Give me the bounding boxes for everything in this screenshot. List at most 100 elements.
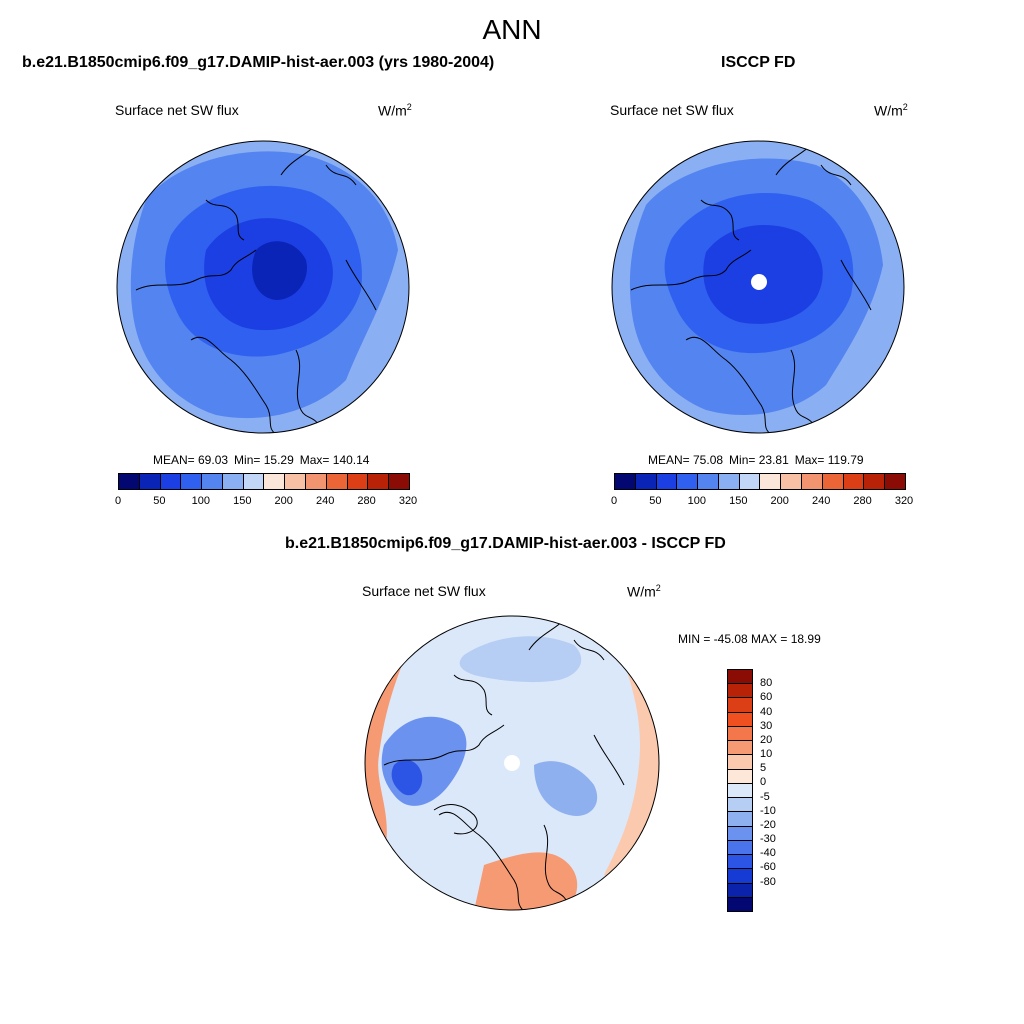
colorbar-swatch xyxy=(728,698,752,713)
panel3-contour-negative-top xyxy=(459,636,582,683)
panel3-title: b.e21.B1850cmip6.f09_g17.DAMIP-hist-aer.… xyxy=(285,535,726,552)
colorbar-tick-label: -60 xyxy=(760,861,776,874)
colorbar-swatch xyxy=(802,474,823,489)
colorbar-swatch xyxy=(781,474,803,489)
panel3-contour-negative-core xyxy=(391,759,423,796)
colorbar-swatch xyxy=(728,869,752,884)
colorbar-tick-label: 80 xyxy=(760,677,773,690)
colorbar-swatch xyxy=(718,474,740,489)
colorbar-tick-label: 100 xyxy=(191,495,211,507)
panel2-map-boundary xyxy=(611,140,905,434)
colorbar-tick-label: 5 xyxy=(760,762,767,775)
panel2-units: W/m2 xyxy=(874,102,908,119)
colorbar-swatch xyxy=(202,474,223,489)
colorbar-tick-label: 240 xyxy=(811,495,831,507)
panel3-variable-label: Surface net SW flux xyxy=(362,583,486,599)
colorbar-tick-label: 280 xyxy=(853,495,872,507)
colorbar-tick-label: 50 xyxy=(153,495,166,507)
colorbar-tick-label: -80 xyxy=(760,875,776,888)
colorbar-swatch xyxy=(119,474,140,489)
colorbar-swatch xyxy=(728,883,752,898)
panel3-missing-pole xyxy=(504,755,520,771)
colorbar-tick-label: 100 xyxy=(687,495,707,507)
colorbar-swatch xyxy=(285,474,307,489)
colorbar-tick-label: 30 xyxy=(760,719,773,732)
colorbar-swatch xyxy=(728,783,752,799)
colorbar-swatch xyxy=(698,474,719,489)
colorbar-tick-label: -10 xyxy=(760,804,776,817)
panel1-variable-label: Surface net SW flux xyxy=(115,102,239,118)
colorbar-tick-label: 60 xyxy=(760,691,773,704)
colorbar-swatch xyxy=(222,474,244,489)
panel2-polar-map xyxy=(611,140,905,434)
colorbar-tick-label: 320 xyxy=(398,495,418,507)
panel1-map-boundary xyxy=(116,140,410,434)
colorbar-tick-label: 150 xyxy=(729,495,748,507)
colorbar-tick-label: 50 xyxy=(649,495,662,507)
colorbar-swatch xyxy=(728,741,752,756)
colorbar-tick-label: -5 xyxy=(760,790,770,803)
panel3-colorbar xyxy=(727,669,753,912)
colorbar-swatch xyxy=(822,474,844,489)
panel3-units: W/m2 xyxy=(627,583,661,600)
colorbar-tick-label: 0 xyxy=(760,776,767,789)
colorbar-swatch xyxy=(615,474,636,489)
panel3-contour-negative-right xyxy=(534,761,598,816)
colorbar-swatch xyxy=(728,712,752,727)
colorbar-swatch xyxy=(656,474,678,489)
colorbar-tick-label: 320 xyxy=(894,495,914,507)
colorbar-swatch xyxy=(181,474,203,489)
colorbar-swatch xyxy=(389,474,409,489)
figure-title: ANN xyxy=(482,14,542,45)
colorbar-tick-label: 20 xyxy=(760,733,773,746)
panel2-colorbar xyxy=(614,473,906,490)
colorbar-swatch xyxy=(306,474,327,489)
colorbar-swatch xyxy=(139,474,161,489)
colorbar-swatch xyxy=(368,474,390,489)
colorbar-swatch xyxy=(728,812,752,827)
panel2-contour-core xyxy=(703,224,823,324)
colorbar-tick-label: 0 xyxy=(610,495,618,507)
panel2-missing-pole xyxy=(751,274,767,290)
panel3-map-boundary xyxy=(364,615,660,911)
colorbar-tick-label: 10 xyxy=(760,748,773,761)
panel1-colorbar xyxy=(118,473,410,490)
colorbar-swatch xyxy=(728,769,752,784)
panel1-contour-pole xyxy=(252,241,307,300)
colorbar-swatch xyxy=(885,474,905,489)
colorbar-swatch xyxy=(864,474,886,489)
colorbar-swatch xyxy=(728,840,752,856)
colorbar-tick-label: -40 xyxy=(760,847,776,860)
colorbar-tick-label: 280 xyxy=(357,495,376,507)
panel2-title: ISCCP FD xyxy=(721,54,796,71)
panel3-contour-positive-bottom xyxy=(474,852,578,910)
colorbar-swatch xyxy=(728,726,752,742)
colorbar-swatch xyxy=(728,798,752,813)
colorbar-tick-label: -30 xyxy=(760,833,776,846)
colorbar-swatch xyxy=(728,855,752,870)
colorbar-swatch xyxy=(160,474,182,489)
colorbar-tick-label: -20 xyxy=(760,818,776,831)
colorbar-swatch xyxy=(326,474,348,489)
colorbar-tick-label: 200 xyxy=(770,495,789,507)
colorbar-swatch xyxy=(243,474,265,489)
colorbar-swatch xyxy=(760,474,782,489)
panel1-stats: MEAN= 69.03 Min= 15.29 Max= 140.14 xyxy=(153,453,370,467)
colorbar-swatch xyxy=(264,474,286,489)
panel1-polar-map xyxy=(116,140,410,434)
panel3-stats: MIN = -45.08 MAX = 18.99 xyxy=(678,632,821,646)
colorbar-swatch xyxy=(728,670,752,685)
colorbar-swatch xyxy=(739,474,761,489)
panel2-variable-label: Surface net SW flux xyxy=(610,102,734,118)
colorbar-swatch xyxy=(347,474,369,489)
colorbar-swatch xyxy=(843,474,865,489)
panel1-units: W/m2 xyxy=(378,102,412,119)
colorbar-tick-label: 40 xyxy=(760,705,773,718)
colorbar-swatch xyxy=(728,897,752,911)
panel1-title: b.e21.B1850cmip6.f09_g17.DAMIP-hist-aer.… xyxy=(22,54,495,71)
colorbar-tick-label: 150 xyxy=(233,495,252,507)
panel3-polar-map xyxy=(364,615,660,911)
colorbar-swatch xyxy=(677,474,699,489)
colorbar-tick-label: 240 xyxy=(315,495,335,507)
colorbar-tick-label: 200 xyxy=(274,495,293,507)
